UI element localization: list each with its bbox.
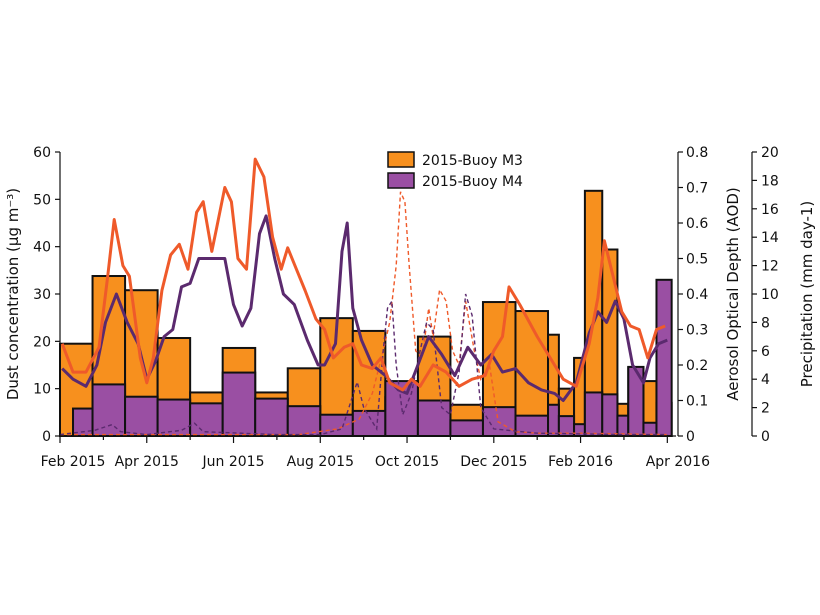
m4-dust-bar-2 bbox=[124, 395, 159, 437]
x-tick-label: Oct 2015 bbox=[375, 454, 439, 470]
m4-precipitation-line bbox=[59, 293, 668, 436]
m4-dust-bar-23 bbox=[655, 278, 673, 437]
m4-dust-bar-4 bbox=[189, 402, 224, 437]
m4-dust-bar-12 bbox=[449, 419, 484, 438]
y-aod-tick-label: 0.1 bbox=[686, 394, 708, 410]
x-tick-label: Apr 2015 bbox=[115, 454, 179, 470]
y-aod-tick-label: 0 bbox=[686, 429, 695, 445]
y-left-tick-label: 0 bbox=[42, 429, 51, 445]
x-tick-label: Feb 2015 bbox=[41, 454, 106, 470]
y-left-tick-label: 40 bbox=[33, 240, 51, 256]
y-precip-tick-label: 14 bbox=[761, 230, 779, 246]
m4-dust-bar-6 bbox=[254, 397, 289, 437]
m4-dust-bar-9 bbox=[351, 409, 387, 438]
x-tick-label: Feb 2016 bbox=[548, 454, 613, 470]
y-precip-tick-label: 18 bbox=[761, 173, 779, 189]
m4-dust-bar-13 bbox=[481, 406, 517, 438]
y-axis-precipitation-title: Precipitation (mm day-1) bbox=[798, 201, 816, 388]
precipitation-lines bbox=[59, 191, 668, 436]
y-aod-tick-label: 0.7 bbox=[686, 181, 708, 197]
y-axis-aod-title: Aerosol Optical Depth (AOD) bbox=[724, 187, 742, 400]
y-aod-tick-label: 0.5 bbox=[686, 252, 708, 268]
y-aod-tick-label: 0.3 bbox=[686, 323, 708, 339]
y-precip-tick-label: 2 bbox=[761, 401, 770, 417]
m4-dust-bar-20 bbox=[616, 414, 630, 437]
m3-aod-line bbox=[60, 157, 666, 392]
y-precip-tick-label: 16 bbox=[761, 202, 779, 218]
axes: 0 10 20 30 40 50 60 0 0.1 0.2 0.3 0.4 0.5 0.6 0.7 0.8 0 2… bbox=[33, 145, 779, 470]
legend-swatch-m4 bbox=[387, 172, 415, 189]
legend-label-m4: 2015-Buoy M4 bbox=[422, 174, 523, 190]
x-tick-label: Jun 2015 bbox=[202, 454, 265, 470]
y-aod-tick-label: 0.2 bbox=[686, 358, 708, 374]
x-tick-label: Apr 2016 bbox=[646, 454, 710, 470]
y-left-tick-label: 50 bbox=[33, 192, 51, 208]
m4-dust-bar-19 bbox=[601, 393, 619, 438]
legend: 2015-Buoy M3 2015-Buoy M4 bbox=[387, 151, 523, 190]
m4-dust-bar-15 bbox=[547, 403, 560, 438]
y-left-tick-label: 30 bbox=[33, 287, 51, 303]
m4-dust-bar-5 bbox=[221, 371, 257, 438]
y-left-tick-label: 10 bbox=[33, 382, 51, 398]
y-aod-tick-label: 0.8 bbox=[686, 145, 708, 161]
m4-dust-bar-3 bbox=[156, 398, 192, 437]
x-tick-label: Aug 2015 bbox=[287, 454, 354, 470]
x-tick-label: Dec 2015 bbox=[460, 454, 527, 470]
y-axis-left-title: Dust concentration (µg m⁻³) bbox=[4, 188, 22, 400]
m4-dust-bars bbox=[72, 278, 673, 438]
y-precip-tick-label: 4 bbox=[761, 372, 770, 388]
y-precip-tick-label: 0 bbox=[761, 429, 770, 445]
m3-precipitation-line bbox=[60, 191, 668, 436]
aod-lines bbox=[60, 157, 668, 402]
legend-label-m3: 2015-Buoy M3 bbox=[422, 153, 523, 169]
m4-dust-bar-18 bbox=[583, 391, 604, 438]
y-aod-tick-label: 0.6 bbox=[686, 216, 708, 232]
m4-dust-bar-11 bbox=[416, 399, 452, 437]
y-precip-tick-label: 20 bbox=[761, 145, 779, 161]
legend-swatch-m3 bbox=[387, 151, 415, 168]
m4-dust-bar-1 bbox=[91, 383, 127, 438]
y-precip-tick-label: 6 bbox=[761, 344, 770, 360]
y-precip-tick-label: 12 bbox=[761, 259, 779, 275]
y-precip-tick-label: 10 bbox=[761, 287, 779, 303]
y-aod-tick-label: 0.4 bbox=[686, 287, 708, 303]
y-left-tick-label: 60 bbox=[33, 145, 51, 161]
y-precip-tick-label: 8 bbox=[761, 315, 770, 331]
y-left-tick-label: 20 bbox=[33, 334, 51, 350]
